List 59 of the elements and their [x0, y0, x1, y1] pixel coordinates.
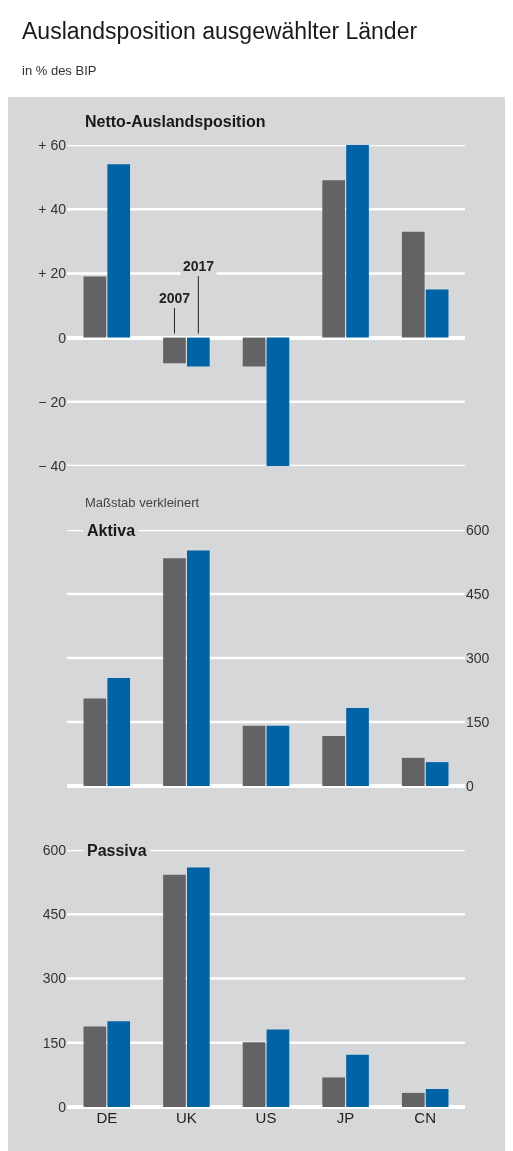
text: 2017: [183, 258, 215, 274]
bar: [346, 1054, 369, 1107]
y-tick-label: 300: [42, 970, 67, 987]
y-tick-label: 150: [42, 1034, 67, 1051]
text: 2007: [159, 290, 191, 306]
bar: [83, 1026, 107, 1107]
bar: [163, 337, 186, 364]
bar: [322, 180, 345, 338]
bar: [163, 558, 186, 786]
chart-title: Aktiva: [87, 522, 136, 539]
bar: [187, 867, 210, 1107]
y-tick-label: 450: [466, 585, 490, 602]
y-tick-label: 0: [466, 777, 474, 794]
text: Maßstab verkleinert: [85, 495, 200, 510]
y-tick-label: 150: [466, 713, 490, 730]
y-tick-label: 300: [466, 649, 490, 666]
bar: [83, 276, 107, 338]
chart-subtitle: in % des BIP: [22, 63, 98, 78]
y-tick-label: 450: [42, 906, 67, 923]
bar: [242, 1042, 266, 1107]
y-tick-label: + 20: [38, 265, 67, 282]
bar: [107, 678, 131, 786]
text: Netto-Auslandsposition: [85, 113, 266, 130]
y-tick-label: − 20: [38, 393, 67, 410]
bar: [425, 1089, 449, 1107]
x-tick-label: US: [255, 1109, 277, 1126]
bar: [346, 707, 369, 786]
y-tick-label: 0: [58, 329, 67, 346]
x-tick-label: JP: [336, 1109, 355, 1126]
bar: [187, 550, 210, 786]
y-tick-label: − 40: [38, 457, 67, 474]
bar: [266, 1029, 290, 1107]
chart-title: Auslandsposition ausgewählter Länder: [22, 18, 419, 45]
x-tick-label: DE: [96, 1109, 118, 1126]
bar: [266, 337, 290, 466]
bar: [401, 231, 425, 338]
bar: [83, 698, 107, 786]
bar: [107, 1021, 131, 1107]
bar: [187, 337, 210, 367]
y-tick-label: + 40: [38, 201, 67, 218]
y-tick-label: 600: [466, 521, 490, 538]
y-tick-label: + 60: [38, 136, 67, 153]
bar: [107, 164, 131, 338]
bar: [425, 289, 449, 338]
bar: [242, 725, 266, 786]
bar: [346, 145, 369, 338]
bar: [322, 1077, 345, 1107]
x-tick-label: CN: [414, 1109, 437, 1126]
chart-title: Passiva: [87, 842, 147, 859]
bar: [401, 1092, 425, 1107]
y-tick-label: 0: [58, 1098, 67, 1115]
bar: [242, 337, 266, 367]
bar: [401, 757, 425, 786]
bar: [322, 736, 345, 786]
bar: [266, 725, 290, 786]
bar: [425, 762, 449, 786]
x-tick-label: UK: [175, 1109, 197, 1126]
y-tick-label: 600: [42, 841, 67, 858]
bar: [163, 874, 186, 1107]
